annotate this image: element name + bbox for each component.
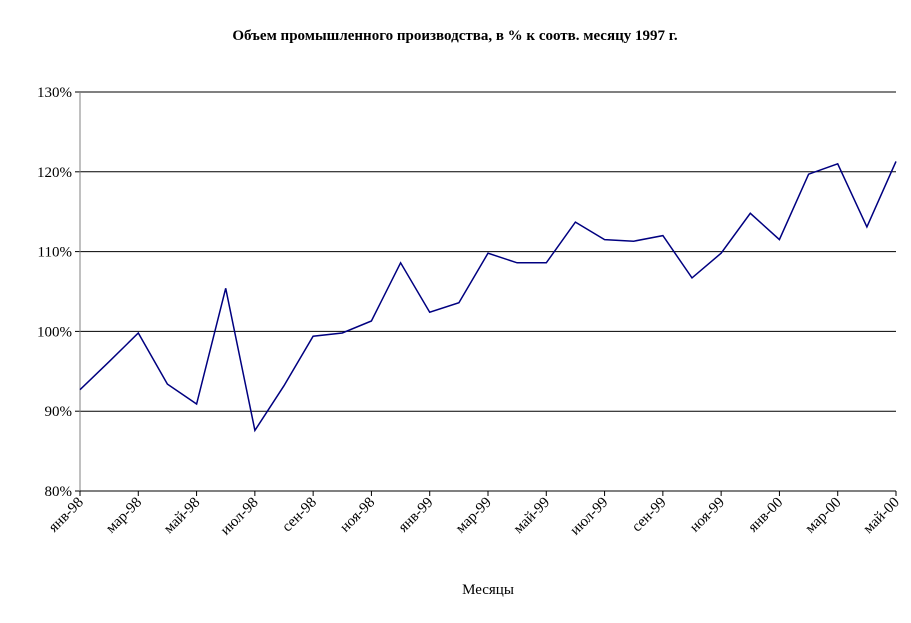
x-axis-label: Месяцы <box>462 582 514 598</box>
x-tick-label: ноя-99 <box>687 495 728 536</box>
x-tick-label: май-98 <box>161 495 203 537</box>
x-tick-label: янв-99 <box>396 495 437 536</box>
x-tick-label: май-00 <box>860 495 902 537</box>
x-tick-label: янв-98 <box>46 495 87 536</box>
chart-title: Объем промышленного производства, в % к … <box>232 28 677 44</box>
x-tick-label: сен-99 <box>629 495 670 536</box>
y-tick-label: 110% <box>38 245 72 261</box>
y-tick-label: 130% <box>37 85 72 101</box>
x-tick-label: май-99 <box>511 495 553 537</box>
y-tick-label: 80% <box>45 484 73 500</box>
x-tick-label: ноя-98 <box>337 495 378 536</box>
x-tick-label: мар-00 <box>802 495 844 537</box>
y-tick-label: 120% <box>37 165 72 181</box>
y-tick-label: 100% <box>37 324 72 340</box>
y-tick-label: 90% <box>45 404 73 420</box>
x-tick-label: мар-98 <box>103 495 145 537</box>
x-tick-label: июл-99 <box>567 495 611 539</box>
x-tick-label: сен-98 <box>279 495 320 536</box>
line <box>79 161 897 433</box>
x-tick-label: июл-98 <box>218 495 262 539</box>
x-tick-label: янв-00 <box>745 495 786 536</box>
x-tick-label: мар-99 <box>453 495 495 537</box>
